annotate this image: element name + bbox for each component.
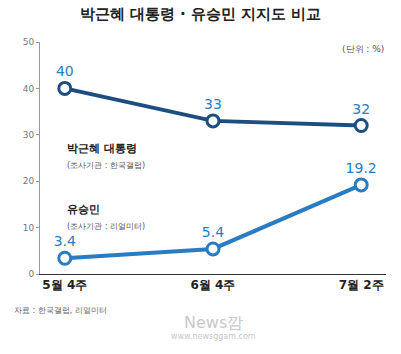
svg-text:3.4: 3.4 xyxy=(54,233,76,249)
svg-text:유승민: 유승민 xyxy=(67,203,100,216)
svg-text:(조사기관 : 한국갤럽): (조사기관 : 한국갤럽) xyxy=(67,161,145,170)
svg-text:0: 0 xyxy=(28,269,34,279)
svg-text:32: 32 xyxy=(352,101,370,117)
svg-text:(단위 : %): (단위 : %) xyxy=(342,44,384,54)
svg-text:7월 2주: 7월 2주 xyxy=(339,278,384,292)
svg-text:40: 40 xyxy=(56,63,74,79)
svg-text:6월 4주: 6월 4주 xyxy=(191,278,236,292)
svg-text:19.2: 19.2 xyxy=(346,160,377,176)
svg-text:50: 50 xyxy=(23,37,35,47)
svg-text:박근혜 대통령: 박근혜 대통령 xyxy=(67,142,137,155)
svg-text:박근혜 대통령 · 유승민 지지도 비교: 박근혜 대통령 · 유승민 지지도 비교 xyxy=(80,5,322,23)
svg-text:5.4: 5.4 xyxy=(202,224,224,240)
svg-text:(조사기관 : 리얼미터): (조사기관 : 리얼미터) xyxy=(67,222,145,231)
svg-text:10: 10 xyxy=(23,223,35,233)
svg-text:40: 40 xyxy=(23,84,35,94)
svg-text:자료 : 한국갤럽, 리얼미터: 자료 : 한국갤럽, 리얼미터 xyxy=(14,306,107,315)
svg-text:News깜: News깜 xyxy=(184,313,243,332)
svg-text:www.newsggam.com: www.newsggam.com xyxy=(171,332,256,341)
svg-text:30: 30 xyxy=(23,130,35,140)
svg-text:5월 4주: 5월 4주 xyxy=(42,278,87,292)
svg-text:33: 33 xyxy=(204,96,222,112)
svg-text:20: 20 xyxy=(23,176,35,186)
